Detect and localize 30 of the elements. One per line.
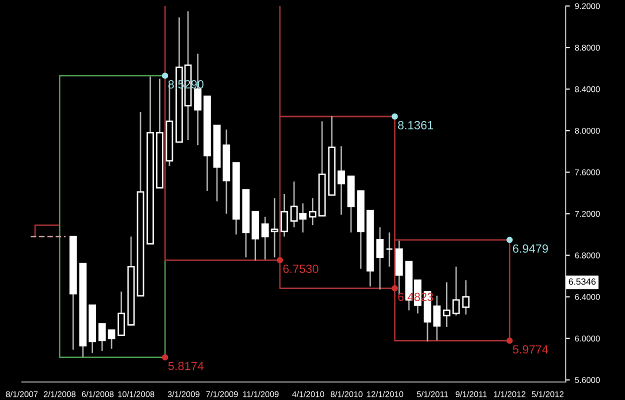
x-tick-label: 12/1/2010: [367, 391, 404, 398]
x-tick-label: 5/1/2011: [416, 391, 448, 398]
annotation: 5.9774: [512, 345, 548, 354]
y-tick-label: 9.2000: [575, 3, 600, 10]
x-tick-label: 7/1/2009: [206, 391, 238, 398]
annotation: 6.7530: [283, 264, 318, 273]
y-tick-label: 6.0000: [575, 336, 600, 342]
x-tick-label: 11/1/2009: [243, 391, 279, 398]
text: 6.5346: [568, 278, 596, 285]
x-tick-label: 3/1/2009: [168, 391, 200, 398]
x-tick-label: 9/1/2011: [456, 391, 487, 398]
y-tick-label: 8.4000: [575, 86, 600, 92]
y-tick-label: 8.0000: [575, 128, 600, 134]
y-tick-label: 6.8000: [575, 252, 600, 258]
y-tick-label: 8.8000: [575, 44, 600, 51]
x-tick-label: 6/1/2008: [82, 391, 114, 398]
annotation: 6.9479: [512, 244, 548, 253]
x-tick-label: 2/1/2008: [44, 391, 76, 398]
y-tick-label: 5.6000: [574, 377, 600, 384]
x-tick-label: 1/1/2012: [494, 391, 526, 398]
annotation: 5.8174: [168, 362, 204, 370]
x-tick-label: 8/1/2007: [6, 391, 38, 398]
annotation: 8.1361: [398, 120, 434, 130]
y-tick-label: 6.4000: [575, 294, 600, 300]
y-tick-label: 7.2000: [575, 210, 600, 217]
y-tick-label: 7.6000: [575, 169, 600, 176]
x-tick-label: 10/1/2008: [118, 391, 154, 398]
x-tick-label: 8/1/2010: [330, 391, 363, 398]
x-tick-label: 5/1/2012: [532, 391, 564, 398]
x-tick-label: 4/1/2010: [292, 391, 324, 398]
